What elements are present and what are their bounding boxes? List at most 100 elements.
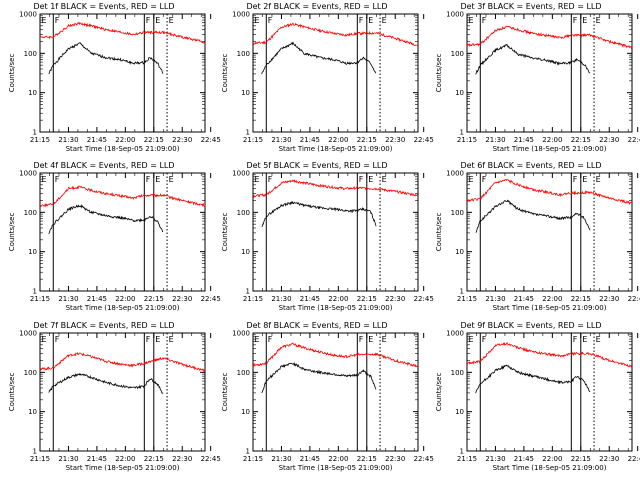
panel-title: Det 7f BLACK = Events, RED = LLD	[33, 321, 174, 330]
x-tick-label: 22:30	[385, 295, 405, 303]
marker-label: E	[155, 175, 160, 184]
lld-series-line	[466, 25, 633, 50]
panel-title: Det 6f BLACK = Events, RED = LLD	[460, 161, 601, 170]
x-tick-label: 21:45	[514, 455, 534, 463]
marker-label: E	[382, 335, 387, 344]
lld-series-line	[39, 21, 206, 44]
x-tick-label: 22:30	[599, 455, 619, 463]
x-tick-label: 21:45	[300, 455, 320, 463]
panel: Det 5f BLACK = Events, RED = LLD 1 10 100 10…	[221, 161, 434, 312]
y-tick-label: 10	[241, 248, 250, 256]
lld-series-line	[40, 351, 206, 373]
x-tick-label: 21:30	[271, 455, 291, 463]
x-tick-label: 21:30	[58, 136, 78, 144]
marker-label: E	[42, 335, 47, 344]
x-tick-label: 22:45	[414, 295, 434, 303]
panel: Det 7f BLACK = Events, RED = LLD 1 10 100 10…	[8, 321, 221, 472]
panel-title: Det 9f BLACK = Events, RED = LLD	[460, 321, 601, 330]
x-tick-label: 22:00	[542, 295, 562, 303]
events-series-line	[48, 372, 164, 394]
lld-series-line	[466, 178, 633, 205]
x-tick-label: 22:15	[571, 455, 591, 463]
panel: Det 6f BLACK = Events, RED = LLD 1 10 100 10…	[435, 161, 640, 312]
panel: Det 2f BLACK = Events, RED = LLD 1 10 100 10…	[221, 2, 434, 153]
marker-label: E	[596, 16, 601, 25]
marker-label: E	[469, 16, 474, 25]
x-tick-label: 22:45	[628, 455, 640, 463]
x-axis-label: Start Time (18-Sep-05 21:09:00)	[66, 145, 180, 153]
marker-label: E	[169, 16, 174, 25]
y-tick-label: 1000	[446, 170, 464, 178]
panel: Det 8f BLACK = Events, RED = LLD 1 10 100 10…	[221, 321, 434, 472]
x-tick-label: 21:45	[514, 295, 534, 303]
events-series-line	[261, 361, 377, 394]
y-tick-label: 10	[241, 89, 250, 97]
marker-label: E	[596, 335, 601, 344]
panel-title: Det 3f BLACK = Events, RED = LLD	[460, 2, 601, 11]
x-tick-label: 22:00	[328, 295, 348, 303]
x-tick-label: 22:15	[571, 295, 591, 303]
marker-label: E	[382, 16, 387, 25]
y-axis-label: Counts/sec	[221, 54, 229, 93]
marker-label: E	[582, 16, 587, 25]
marker-label: E	[255, 175, 260, 184]
x-tick-label: 21:45	[87, 455, 107, 463]
x-tick-label: 21:30	[58, 455, 78, 463]
x-tick-label: 22:30	[385, 136, 405, 144]
marker-label: E	[155, 16, 160, 25]
x-tick-label: 22:45	[201, 295, 221, 303]
x-tick-label: 22:45	[201, 455, 221, 463]
x-tick-label: 21:45	[87, 295, 107, 303]
y-tick-label: 10	[28, 408, 37, 416]
marker-label: E	[169, 175, 174, 184]
x-tick-label: 21:15	[457, 455, 477, 463]
x-tick-label: 21:30	[485, 455, 505, 463]
panel: Det 9f BLACK = Events, RED = LLD 1 10 100 10…	[435, 321, 640, 472]
y-tick-label: 10	[28, 89, 37, 97]
y-tick-label: 1000	[19, 170, 37, 178]
y-axis-label: Counts/sec	[8, 373, 16, 412]
x-tick-label: 22:15	[357, 136, 377, 144]
x-tick-label: 22:15	[357, 455, 377, 463]
marker-label: E	[382, 175, 387, 184]
x-axis-label: Start Time (18-Sep-05 21:09:00)	[493, 145, 607, 153]
y-tick-label: 100	[451, 209, 464, 217]
x-tick-label: 21:45	[300, 136, 320, 144]
marker-label: F	[268, 175, 273, 184]
marker-label: E	[169, 335, 174, 344]
marker-label: E	[42, 16, 47, 25]
events-series-line	[48, 203, 164, 235]
y-tick-label: 1	[33, 129, 37, 137]
marker-label: E	[255, 16, 260, 25]
plot-frame	[466, 332, 633, 452]
panel-title: Det 4f BLACK = Events, RED = LLD	[33, 161, 174, 170]
plot-frame	[39, 172, 206, 292]
y-tick-label: 1000	[232, 11, 250, 19]
x-axis-label: Start Time (18-Sep-05 21:09:00)	[279, 304, 393, 312]
y-tick-label: 10	[455, 89, 464, 97]
marker-label: F	[146, 16, 151, 25]
y-tick-label: 1	[33, 288, 37, 296]
marker-label: E	[155, 335, 160, 344]
marker-label: F	[268, 16, 273, 25]
panel-title: Det 8f BLACK = Events, RED = LLD	[246, 321, 387, 330]
lld-series-line	[252, 179, 419, 199]
marker-label: F	[146, 335, 151, 344]
marker-label: F	[482, 335, 487, 344]
x-tick-label: 21:15	[30, 455, 50, 463]
panel-title: Det 2f BLACK = Events, RED = LLD	[246, 2, 387, 11]
marker-label: F	[55, 16, 60, 25]
y-tick-label: 100	[24, 50, 37, 58]
x-tick-label: 22:00	[328, 136, 348, 144]
y-axis-label: Counts/sec	[8, 213, 16, 252]
x-tick-label: 22:30	[172, 295, 192, 303]
events-series-line	[261, 200, 377, 228]
x-axis-label: Start Time (18-Sep-05 21:09:00)	[493, 464, 607, 472]
x-tick-label: 21:30	[485, 136, 505, 144]
y-axis-label: Counts/sec	[435, 213, 443, 252]
marker-label: F	[55, 335, 60, 344]
y-tick-label: 100	[451, 50, 464, 58]
x-tick-label: 21:30	[485, 295, 505, 303]
y-tick-label: 1	[246, 129, 250, 137]
x-axis-label: Start Time (18-Sep-05 21:09:00)	[66, 464, 180, 472]
